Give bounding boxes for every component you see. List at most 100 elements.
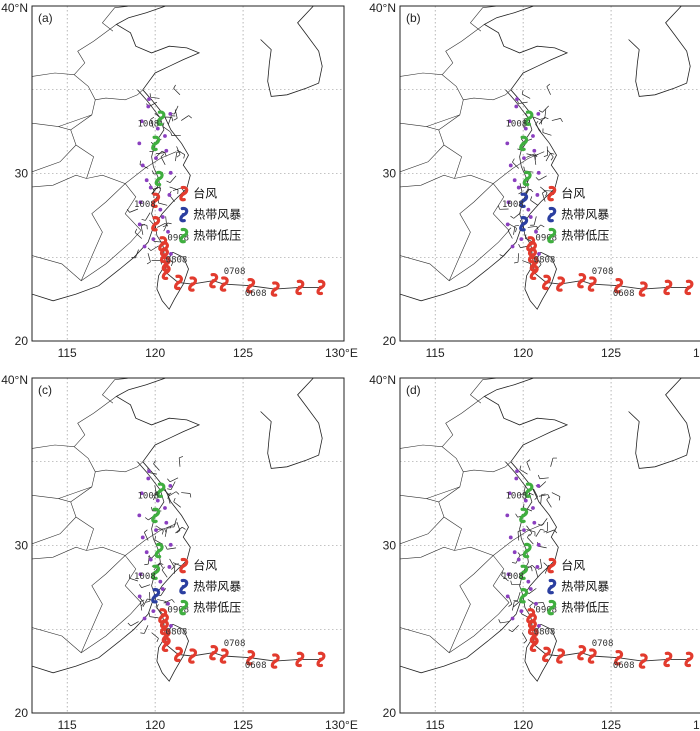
wind-barb-feather (510, 580, 513, 585)
korea-outline (628, 378, 691, 469)
typhoon-symbol (158, 236, 168, 252)
typhoon-symbol (209, 272, 219, 289)
legend-symbol (179, 599, 189, 616)
typhoon-symbol-eye (616, 656, 620, 660)
obs-station-dot (148, 557, 153, 562)
obs-station-dot (528, 215, 533, 219)
taiwan-outline (156, 251, 189, 310)
wind-barb-feather (529, 492, 534, 496)
cyclone-symbol-inland (154, 170, 164, 187)
wind-barb-feather (151, 190, 155, 194)
x-tick-115: 115 (426, 718, 445, 731)
wind-barb (503, 249, 510, 257)
typhoon-symbol-eye (211, 279, 215, 283)
wind-barb (151, 186, 158, 195)
wind-barb-feather (546, 83, 551, 87)
obs-station-dot (146, 104, 151, 109)
wind-barb (519, 469, 528, 475)
wind-barb (130, 621, 139, 627)
obs-station-dot (536, 170, 541, 175)
wind-barb-feather (538, 264, 542, 268)
typhoon-symbol-eye (273, 659, 277, 663)
wind-barb (517, 591, 521, 601)
legend-symbol (547, 206, 557, 223)
obs-station-dot (505, 594, 510, 599)
wind-barb (539, 558, 543, 568)
obs-station-dot (510, 244, 515, 249)
legend-symbol-eye (549, 213, 553, 217)
panel-label: (d) (406, 383, 421, 397)
wind-barb (533, 216, 537, 226)
coastline (32, 378, 201, 674)
typhoon-symbol-eye (590, 654, 594, 658)
typhoon-symbol-eye (641, 659, 645, 663)
wind-barb (165, 216, 167, 226)
wind-barb-feather (498, 205, 500, 210)
wind-barb-feather (151, 170, 155, 175)
typhoon-symbol-eye (190, 654, 194, 658)
obs-station-dot (164, 148, 169, 153)
cyclone-symbol-inland (156, 110, 166, 126)
wind-barb (155, 152, 165, 155)
obs-station-dot (155, 126, 160, 131)
wind-barb-feather (144, 529, 148, 533)
wind-barb (527, 537, 534, 545)
obs-station-dot (528, 587, 533, 591)
cyclone-symbol-inland-eye (521, 570, 525, 574)
wind-barb-feather (161, 530, 164, 535)
obs-station-dot (535, 565, 540, 569)
obs-station-dot (139, 119, 144, 124)
cyclone-symbol-inland (156, 482, 166, 498)
obs-station-dot (168, 483, 173, 488)
wind-barb-feather (146, 600, 151, 603)
wind-barb-feather (139, 160, 141, 165)
wind-barb-feather (160, 153, 165, 158)
legend-symbol (179, 206, 189, 223)
province-boundary-5 (426, 486, 460, 499)
wind-barb (167, 494, 171, 504)
wind-barb-feather (508, 629, 513, 633)
obs-station-dot (160, 587, 165, 591)
obs-station-dot (516, 185, 521, 190)
track-time-label: 0908 (535, 234, 557, 244)
wind-barb (176, 521, 181, 531)
obs-station-dot (142, 616, 147, 621)
obs-station-dot (158, 207, 163, 212)
track-time-label: 1008 (502, 572, 524, 582)
wind-barb (161, 569, 168, 578)
obs-station-dot (160, 215, 165, 219)
legend-symbol-eye (549, 234, 553, 238)
wind-barb-feather (167, 222, 172, 225)
typhoon-symbol (577, 644, 587, 661)
wind-barb (542, 105, 549, 113)
track-time-label: 1008 (506, 120, 528, 130)
obs-station-dot (510, 616, 515, 621)
obs-station-dot (169, 624, 173, 628)
wind-barb-feather (531, 567, 533, 572)
obs-station-dot (536, 542, 541, 547)
obs-station-dot (526, 207, 531, 212)
typhoon-symbol (219, 276, 229, 292)
cyclone-symbol-inland-eye (521, 513, 525, 517)
wind-barb-feather (176, 530, 181, 534)
obs-station-dot (151, 609, 156, 614)
wind-barb-feather (529, 188, 534, 193)
cyclone-symbol-inland (519, 192, 529, 209)
wind-barb-feather (540, 224, 545, 228)
obs-station-dot (522, 156, 526, 160)
legend-symbol-eye (549, 192, 553, 196)
wind-barb (542, 192, 546, 202)
wind-barb-feather (148, 612, 150, 617)
wind-barb (544, 109, 547, 119)
typhoon-symbol-eye (160, 242, 164, 246)
wind-barb-feather (518, 244, 521, 248)
typhoon-symbol (638, 653, 648, 669)
wind-barb (526, 461, 531, 471)
legend-label: 台风 (561, 558, 585, 573)
wind-barb (507, 230, 513, 239)
track-time-label: 0708 (592, 267, 614, 277)
wind-barb (175, 152, 178, 162)
wind-barb (512, 624, 519, 632)
obs-station-dot (139, 491, 144, 496)
